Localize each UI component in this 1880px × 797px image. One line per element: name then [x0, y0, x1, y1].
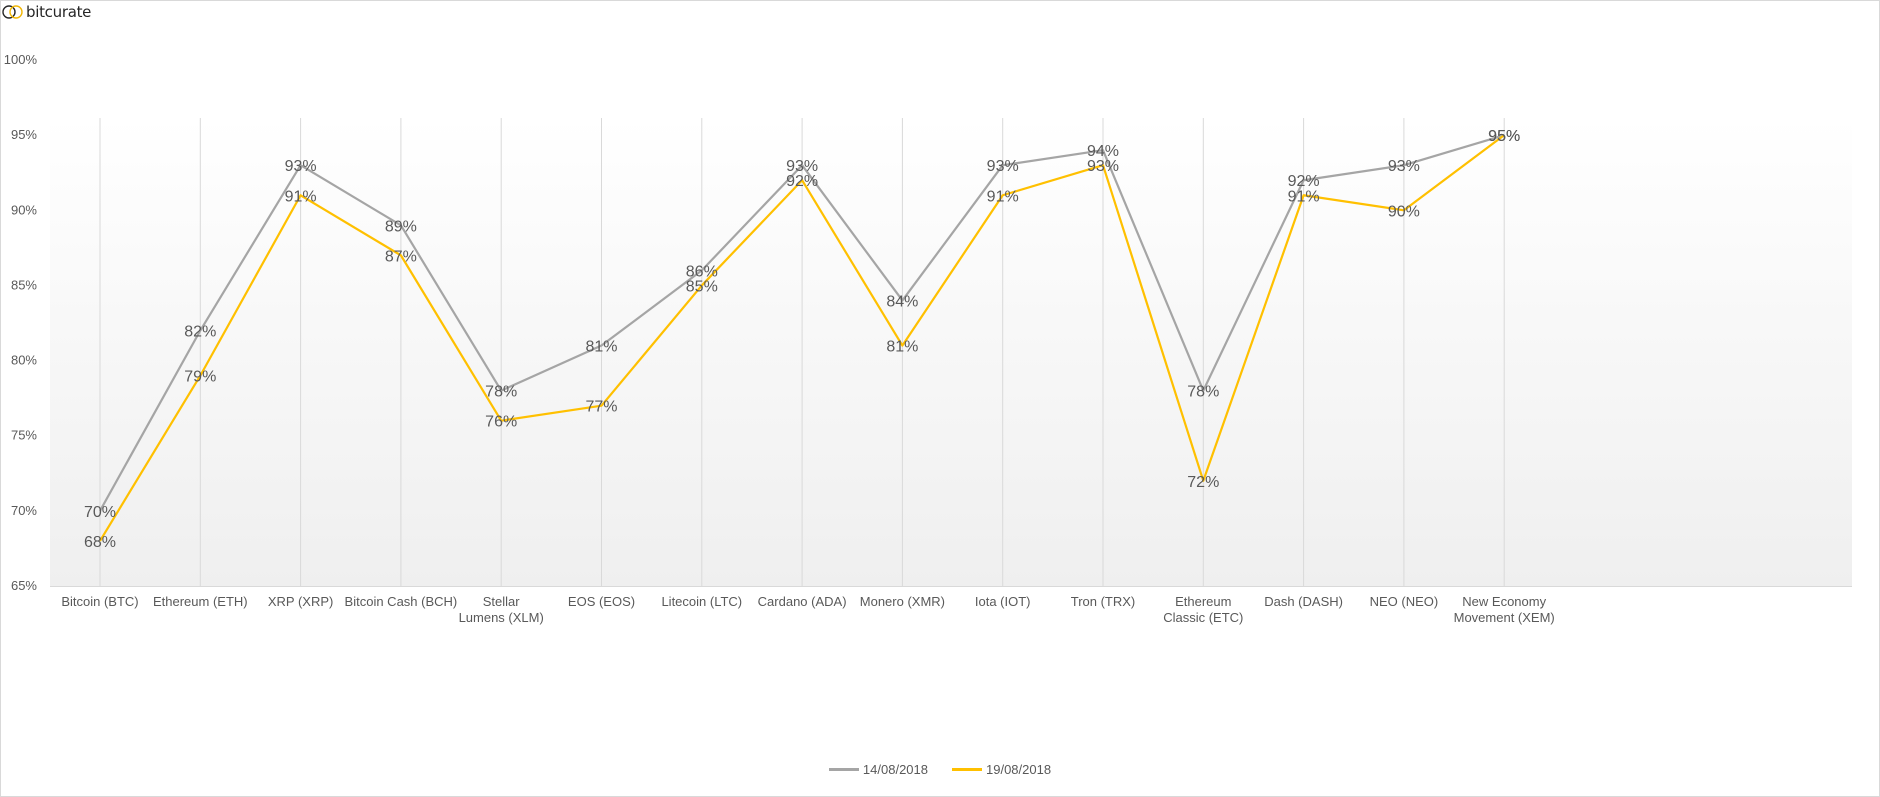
- data-label: 91%: [285, 188, 317, 205]
- x-tick-label: XRP (XRP): [268, 594, 334, 609]
- data-label: 76%: [485, 414, 517, 431]
- y-tick-label: 65%: [11, 578, 37, 593]
- brand-logo: bitcurate: [2, 2, 91, 22]
- x-tick-label: Ethereum (ETH): [153, 594, 248, 609]
- x-tick-label: Bitcoin (BTC): [61, 594, 138, 609]
- x-tick-label: Stellar Lumens (XLM): [459, 594, 544, 625]
- y-tick-label: 100%: [4, 52, 38, 67]
- data-label: 87%: [385, 248, 417, 265]
- x-tick-label: Dash (DASH): [1264, 594, 1343, 609]
- x-tick-label: Litecoin (LTC): [661, 594, 742, 609]
- y-tick-label: 85%: [11, 277, 37, 292]
- y-tick-label: 70%: [11, 503, 37, 518]
- data-label: 93%: [1388, 158, 1420, 175]
- data-label: 93%: [1087, 158, 1119, 175]
- y-tick-label: 95%: [11, 127, 37, 142]
- legend-item-series-2: 19/08/2018: [952, 762, 1051, 777]
- data-labels: 70%82%93%89%78%81%86%93%84%93%94%78%92%9…: [84, 128, 1520, 551]
- data-label: 68%: [84, 534, 116, 551]
- legend: 14/08/2018 19/08/2018: [0, 762, 1880, 777]
- data-label: 72%: [1187, 474, 1219, 491]
- data-label: 91%: [1288, 188, 1320, 205]
- data-label: 86%: [686, 263, 718, 280]
- series-lines: [99, 134, 1505, 542]
- data-label: 93%: [285, 158, 317, 175]
- data-label: 85%: [686, 278, 718, 295]
- data-label: 82%: [184, 324, 216, 341]
- data-label: 89%: [385, 218, 417, 235]
- x-tick-label: Bitcoin Cash (BCH): [345, 594, 458, 609]
- data-label: 77%: [585, 399, 617, 416]
- category-gridlines: [99, 118, 1505, 586]
- x-tick-label: Iota (IOT): [975, 594, 1031, 609]
- data-label: 70%: [84, 504, 116, 521]
- data-label: 95%: [1488, 128, 1520, 145]
- data-label: 84%: [886, 293, 918, 310]
- x-axis-tick-labels: Bitcoin (BTC) Ethereum (ETH) XRP (XRP) Bitc…: [61, 594, 1554, 625]
- data-label: 95%: [1488, 128, 1520, 145]
- legend-item-series-1: 14/08/2018: [828, 762, 928, 777]
- legend-label-series-1: 14/08/2018: [862, 762, 928, 777]
- x-tick-label: NEO (NEO): [1370, 594, 1439, 609]
- legend-label-series-2: 19/08/2018: [986, 762, 1052, 777]
- data-label: 93%: [786, 158, 818, 175]
- x-tick-label: EOS (EOS): [568, 594, 635, 609]
- data-label: 92%: [786, 173, 818, 190]
- data-label: 78%: [485, 384, 517, 401]
- data-label: 79%: [184, 369, 216, 386]
- x-tick-label: Monero (XMR): [860, 594, 945, 609]
- x-tick-label: Ethereum Classic (ETC): [1163, 594, 1243, 625]
- legend-swatch-series-2: [952, 768, 982, 771]
- y-tick-label: 80%: [11, 353, 37, 368]
- x-tick-label: Tron (TRX): [1071, 594, 1136, 609]
- y-tick-label: 75%: [11, 428, 37, 443]
- data-label: 81%: [585, 339, 617, 356]
- legend-swatch-series-1: [828, 768, 859, 771]
- x-tick-label: Cardano (ADA): [758, 594, 847, 609]
- data-label: 91%: [987, 188, 1019, 205]
- data-label: 94%: [1087, 143, 1119, 160]
- x-tick-label: New Economy Movement (XEM): [1454, 594, 1555, 625]
- plot-background: [50, 118, 1852, 586]
- y-axis-tick-labels: 65% 70% 75% 80% 85% 90% 95% 100%: [4, 52, 38, 593]
- data-label: 93%: [987, 158, 1019, 175]
- y-tick-label: 90%: [11, 202, 37, 217]
- data-label: 81%: [886, 339, 918, 356]
- data-label: 78%: [1187, 384, 1219, 401]
- data-label: 92%: [1288, 173, 1320, 190]
- series-line-1: [99, 134, 1505, 512]
- bitcurate-logo-icon: [2, 5, 23, 19]
- series-line-2: [99, 134, 1505, 542]
- brand-name: bitcurate: [26, 3, 92, 21]
- data-label: 90%: [1388, 203, 1420, 220]
